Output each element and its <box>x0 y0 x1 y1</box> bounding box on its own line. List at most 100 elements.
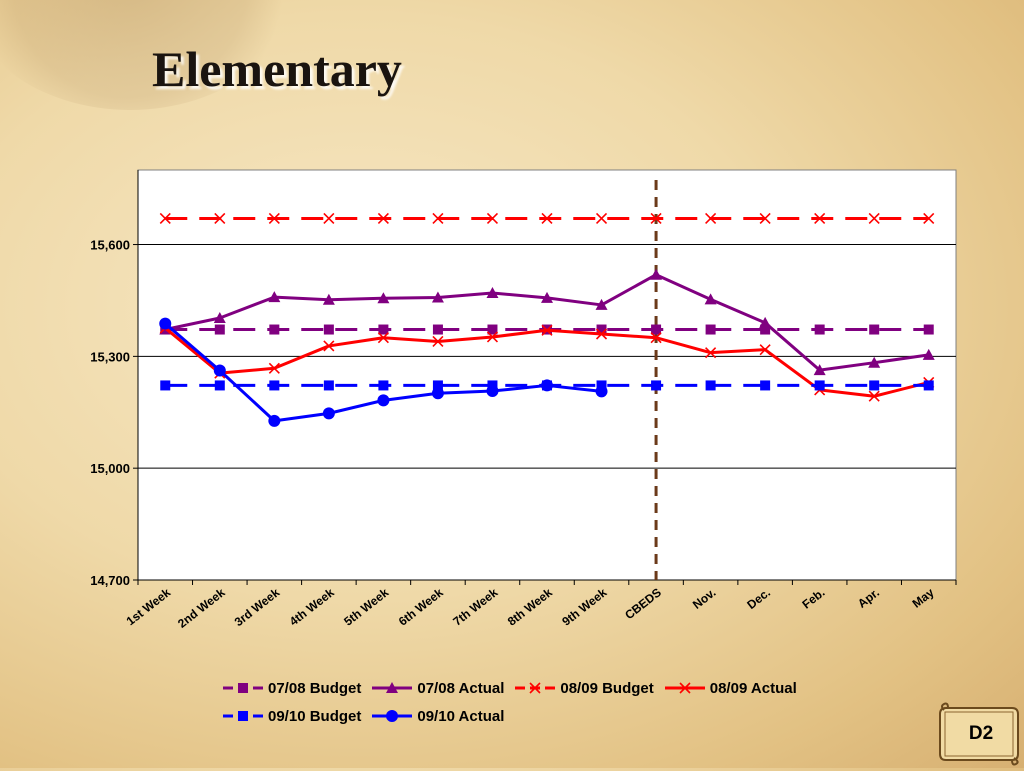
data-point <box>759 316 772 328</box>
data-point <box>595 385 608 398</box>
data-point <box>269 324 280 335</box>
data-point <box>596 324 607 335</box>
data-point <box>432 335 444 348</box>
legend-label: 07/08 Actual <box>417 679 505 697</box>
x-tick-label: 6th Week <box>396 585 446 629</box>
data-point <box>377 212 389 225</box>
series-08-09-budget <box>159 212 935 225</box>
data-point <box>323 212 335 225</box>
data-point <box>650 332 662 344</box>
legend-swatch <box>372 710 413 722</box>
data-point <box>923 324 934 335</box>
legend-swatch-marker <box>238 683 248 693</box>
data-point <box>651 324 662 335</box>
legend-swatch <box>515 682 556 694</box>
data-point <box>377 332 389 344</box>
legend-label: 09/10 Actual <box>417 707 505 725</box>
data-point <box>377 292 390 304</box>
data-point <box>595 298 608 310</box>
data-point <box>595 328 608 340</box>
legend-label: 07/08 Budget <box>268 679 362 697</box>
legend-swatch-marker <box>679 682 691 694</box>
data-point <box>323 324 334 335</box>
y-tick-label: 14,700 <box>90 573 130 588</box>
legend-swatch-marker <box>386 682 399 693</box>
data-point <box>922 348 935 360</box>
data-point <box>704 293 717 305</box>
data-point <box>650 268 663 280</box>
legend-item: 07/08 Budget <box>222 680 361 697</box>
data-point <box>486 287 499 298</box>
data-point <box>159 212 171 225</box>
x-tick-label: Dec. <box>744 585 773 612</box>
data-point <box>705 212 717 225</box>
data-point <box>378 324 389 335</box>
data-point <box>541 291 553 303</box>
x-tick-label: Apr. <box>855 585 882 610</box>
data-point <box>268 212 280 225</box>
data-point <box>377 394 390 407</box>
data-point <box>160 380 171 391</box>
legend-row: 09/10 Budget 09/10 Actual <box>222 702 922 730</box>
x-tick-label: CBEDS <box>622 585 664 622</box>
data-point <box>268 414 281 427</box>
legend-swatch-marker <box>238 711 248 721</box>
data-point <box>432 380 443 391</box>
data-point <box>214 324 225 335</box>
data-point <box>705 380 716 391</box>
data-point <box>650 212 662 225</box>
legend-swatch-marker <box>386 710 399 722</box>
data-point <box>268 291 281 303</box>
data-point <box>651 380 662 391</box>
data-point <box>869 380 880 391</box>
data-point <box>759 212 771 225</box>
data-point <box>541 379 553 392</box>
data-point <box>213 311 226 323</box>
data-point <box>323 340 335 352</box>
data-point <box>923 380 934 391</box>
data-point <box>323 380 334 391</box>
data-point <box>760 324 771 335</box>
slide-title: Elementary <box>152 41 402 97</box>
chart-legend: 07/08 Budget 07/08 Actual 08/09 Budget 08/0… <box>222 674 922 730</box>
data-point <box>378 380 389 391</box>
data-point <box>814 212 826 225</box>
data-point <box>705 324 716 335</box>
legend-item: 08/09 Budget <box>514 679 654 697</box>
data-point <box>486 385 499 398</box>
legend-label: 08/09 Budget <box>560 679 654 697</box>
data-point <box>159 317 172 330</box>
legend-label: 09/10 Budget <box>268 707 362 725</box>
series-08-09-actual <box>159 322 935 402</box>
data-point <box>814 380 825 391</box>
legend-item: 09/10 Budget <box>222 708 361 725</box>
data-point <box>868 390 880 402</box>
x-tick-label: Feb. <box>799 585 827 611</box>
x-tick-label: May <box>910 585 937 611</box>
legend-swatch-marker <box>529 682 541 694</box>
y-tick-label: 15,600 <box>90 238 130 253</box>
data-point <box>760 380 771 391</box>
data-point <box>813 364 826 376</box>
x-tick-label: 5th Week <box>341 585 391 629</box>
data-point <box>868 212 880 225</box>
legend-item: 07/08 Actual <box>371 680 504 697</box>
data-point <box>432 324 443 335</box>
data-point <box>431 291 444 303</box>
x-tick-label: 9th Week <box>559 585 609 629</box>
data-point <box>268 362 280 374</box>
legend-swatch <box>223 711 263 721</box>
data-point <box>814 324 825 335</box>
data-point <box>705 347 717 359</box>
data-point <box>431 387 444 400</box>
legend-swatch <box>223 683 263 693</box>
data-point <box>322 293 335 305</box>
scroll-badge: D2 <box>938 702 1019 766</box>
x-tick-label: 1st Week <box>124 585 174 628</box>
y-tick-label: 15,000 <box>90 461 130 476</box>
data-point <box>541 324 553 336</box>
x-tick-label: Nov. <box>690 585 718 612</box>
data-point <box>486 331 499 343</box>
data-point <box>486 212 499 225</box>
